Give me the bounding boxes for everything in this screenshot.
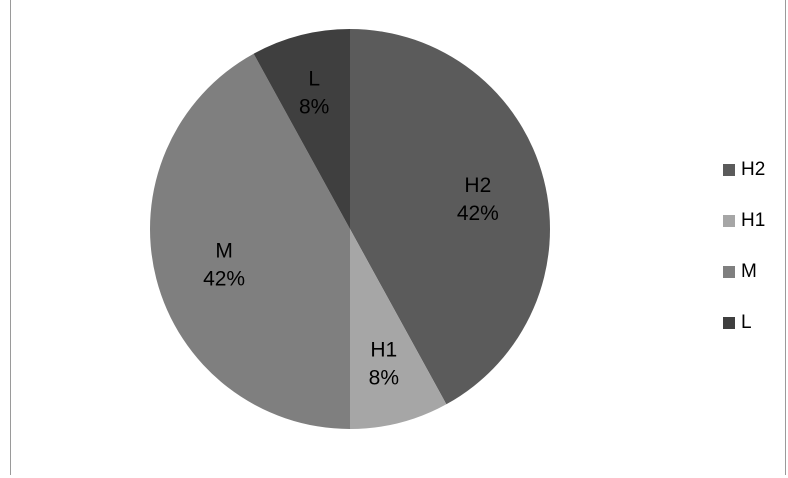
legend: H2 H1 M L xyxy=(723,160,783,364)
slice-label-name-h2: H2 xyxy=(464,174,491,197)
legend-swatch-h2 xyxy=(723,164,735,176)
legend-swatch-h1 xyxy=(723,215,735,227)
slice-label-name-l: L xyxy=(308,68,320,91)
slice-label-name-h1: H1 xyxy=(370,339,397,362)
chart-frame xyxy=(10,0,786,475)
slice-label-pct-m: 42% xyxy=(203,267,245,290)
legend-label-h2: H2 xyxy=(741,159,766,180)
pie-slice-m xyxy=(149,53,350,430)
pie-slice-l xyxy=(253,29,350,229)
legend-label-m: M xyxy=(741,261,757,282)
slice-label-name-m: M xyxy=(215,239,233,262)
legend-label-h1: H1 xyxy=(741,210,766,231)
slice-label-pct-h2: 42% xyxy=(457,202,499,225)
slice-label-pct-h1: 8% xyxy=(369,367,399,390)
pie-slice-h1 xyxy=(350,229,447,429)
slice-label-pct-l: 8% xyxy=(299,96,329,119)
legend-item-h2: H2 xyxy=(723,160,783,180)
legend-item-m: M xyxy=(723,262,783,282)
legend-label-l: L xyxy=(741,312,752,333)
pie-slice-h2 xyxy=(350,29,550,405)
legend-swatch-l xyxy=(723,317,735,329)
legend-item-l: L xyxy=(723,313,783,333)
legend-swatch-m xyxy=(723,266,735,278)
legend-item-h1: H1 xyxy=(723,211,783,231)
